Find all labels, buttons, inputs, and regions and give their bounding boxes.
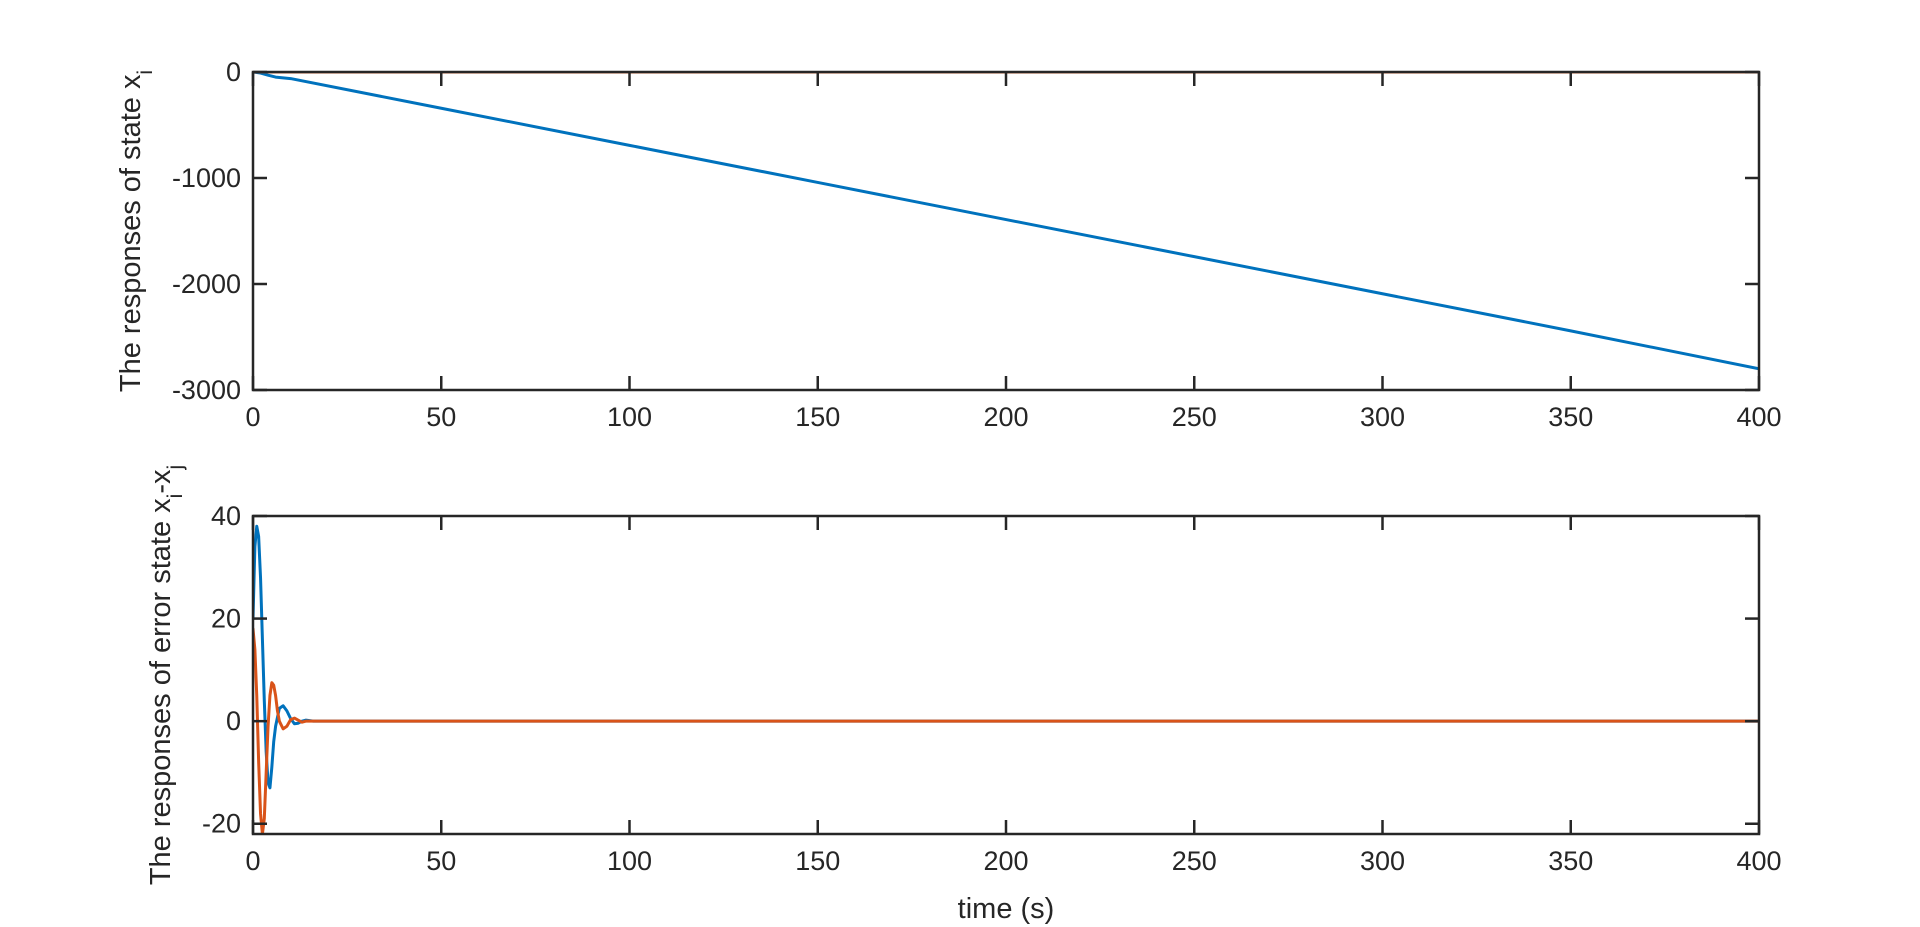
state-x-tick-label: 350 (1548, 402, 1593, 432)
state-y-tick-label: -1000 (172, 163, 241, 193)
state-y-tick-label: -3000 (172, 375, 241, 405)
error-x-tick-label: 250 (1172, 846, 1217, 876)
error-x-tick-label: 0 (245, 846, 260, 876)
time-x-axis-label: time (s) (958, 893, 1055, 925)
error-y-axis-label: The responses of error state xi-xj (145, 465, 187, 885)
error-x-tick-label: 150 (795, 846, 840, 876)
state-x-tick-label: 300 (1360, 402, 1405, 432)
state-x-tick-label: 400 (1736, 402, 1781, 432)
state-y-tick-label: -2000 (172, 269, 241, 299)
state-y-tick-label: 0 (226, 57, 241, 87)
state-y-axis-label: The responses of state xi (115, 70, 157, 392)
state-series-group (253, 72, 1759, 371)
error-x-tick-label: 100 (607, 846, 652, 876)
state-x-tick-label: 200 (983, 402, 1028, 432)
error-x-tick-label: 300 (1360, 846, 1405, 876)
state-x-tick-label: 150 (795, 402, 840, 432)
state-ticks-group: 0 50 100 150 200 250 300 350 400 0 -1000 -2000 -3000 (172, 57, 1782, 432)
error-x-tick-label: 350 (1548, 846, 1593, 876)
state-x-tick-label: 0 (245, 402, 260, 432)
error-y-tick-label: 20 (211, 604, 241, 634)
error-x-tick-label: 200 (983, 846, 1028, 876)
state-x-tick-label: 50 (426, 402, 456, 432)
error-series-group (253, 524, 1759, 834)
error-series-line-2 (253, 627, 1759, 834)
error-y-tick-label: 0 (226, 706, 241, 736)
state-series-line-1 (253, 72, 1759, 371)
error-x-tick-label: 50 (426, 846, 456, 876)
error-x-tick-label: 400 (1736, 846, 1781, 876)
state-x-tick-label: 100 (607, 402, 652, 432)
error-y-tick-label: -20 (202, 809, 241, 839)
state-x-tick-label: 250 (1172, 402, 1217, 432)
error-y-tick-label: 40 (211, 501, 241, 531)
state-response-axes: 0 50 100 150 200 250 300 350 400 0 -1000 -2000 -3000… (115, 57, 1782, 432)
